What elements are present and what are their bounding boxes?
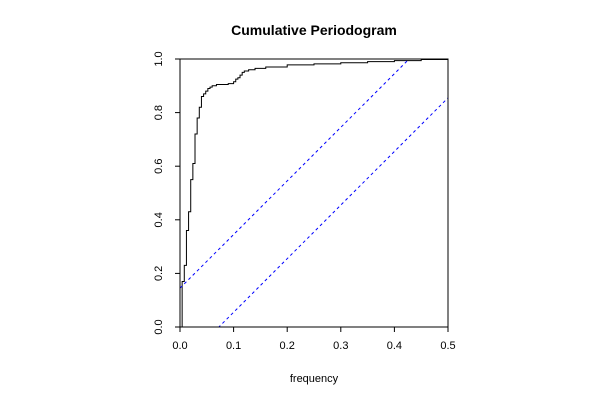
x-tick-label: 0.3 <box>333 340 348 352</box>
x-tick-label: 0.5 <box>440 340 455 352</box>
y-tick-label: 0.0 <box>153 319 165 334</box>
y-tick-label: 0.8 <box>153 105 165 120</box>
y-tick-label: 0.6 <box>153 159 165 174</box>
x-tick-label: 0.4 <box>387 340 402 352</box>
x-axis: 0.0 0.1 0.2 0.3 0.4 0.5 <box>172 327 456 352</box>
x-tick-label: 0.0 <box>172 340 187 352</box>
series-layer <box>180 59 448 327</box>
x-tick-label: 0.2 <box>280 340 295 352</box>
confidence-bound-line <box>218 97 448 327</box>
x-axis-title: frequency <box>290 373 339 385</box>
y-tick-label: 0.2 <box>153 266 165 281</box>
y-tick-label: 0.4 <box>153 212 165 227</box>
y-axis: 0.0 0.2 0.4 0.6 0.8 1.0 <box>153 51 180 335</box>
periodogram-step-line <box>180 59 448 327</box>
plot-frame <box>179 58 449 328</box>
chart-title: Cumulative Periodogram <box>231 22 397 38</box>
x-tick-label: 0.1 <box>226 340 241 352</box>
y-tick-label: 1.0 <box>153 51 165 66</box>
